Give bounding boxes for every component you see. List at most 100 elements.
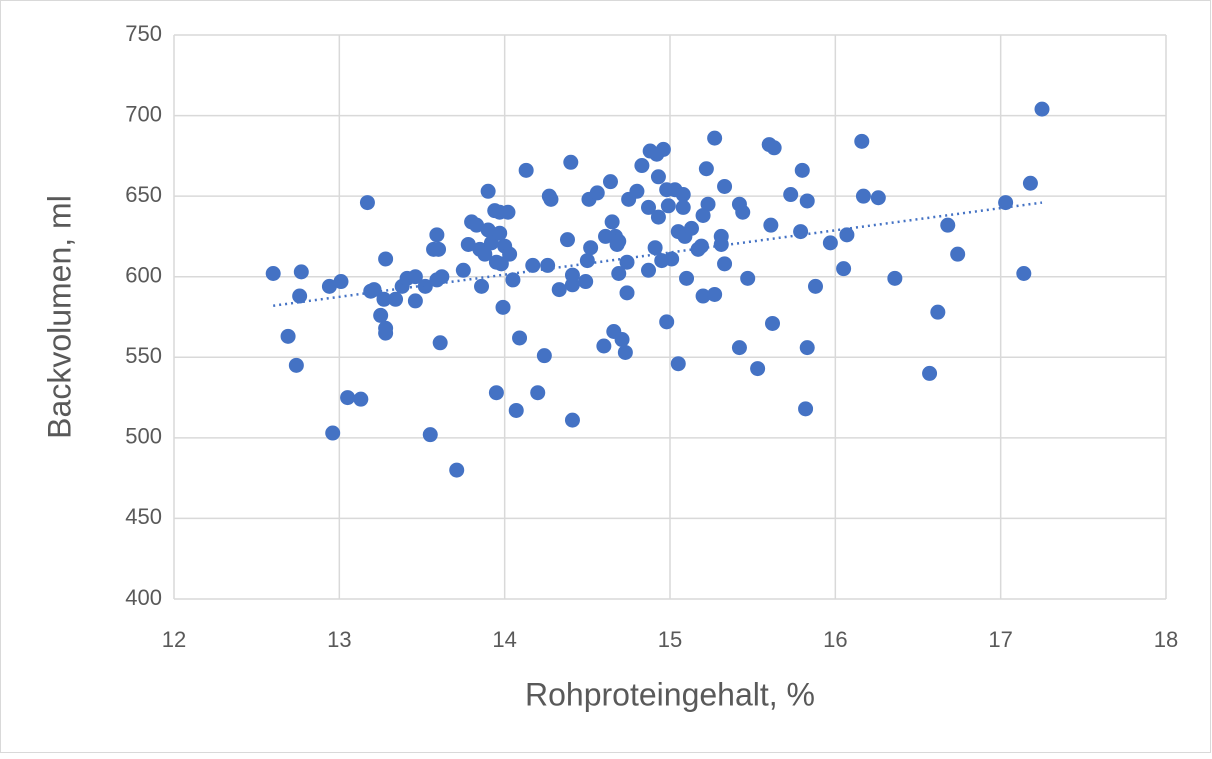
data-point	[388, 291, 404, 307]
data-point	[619, 254, 635, 270]
data-point	[559, 232, 575, 248]
data-point	[922, 365, 938, 381]
data-point	[611, 233, 627, 249]
x-tick-label: 17	[988, 627, 1012, 652]
data-point	[735, 204, 751, 220]
data-point	[449, 462, 465, 478]
data-point	[543, 191, 559, 207]
data-point	[675, 187, 691, 203]
data-point	[480, 222, 496, 238]
data-point	[422, 427, 438, 443]
data-point	[950, 246, 966, 262]
data-point	[619, 285, 635, 301]
data-point	[589, 185, 605, 201]
data-point	[822, 235, 838, 251]
data-point	[799, 340, 815, 356]
data-point	[731, 340, 747, 356]
data-point	[693, 238, 709, 254]
data-point	[641, 199, 657, 215]
data-point	[807, 278, 823, 294]
data-point	[683, 220, 699, 236]
data-point	[700, 196, 716, 212]
data-point	[502, 246, 518, 262]
data-point	[564, 412, 580, 428]
data-point	[579, 253, 595, 269]
data-point	[614, 332, 630, 348]
data-point	[492, 225, 508, 241]
data-point	[536, 348, 552, 364]
data-point	[583, 240, 599, 256]
data-point	[434, 269, 450, 285]
data-point	[488, 385, 504, 401]
data-point	[460, 236, 476, 252]
data-point	[564, 267, 580, 283]
data-point	[407, 269, 423, 285]
data-point	[629, 183, 645, 199]
data-point	[292, 288, 308, 304]
data-point	[604, 214, 620, 230]
y-axis-title: Backvolumen, ml	[41, 195, 77, 439]
data-point	[887, 270, 903, 286]
data-point	[634, 158, 650, 174]
data-point	[293, 264, 309, 280]
y-tick-label: 600	[125, 263, 162, 288]
data-point	[659, 314, 675, 330]
data-point	[641, 262, 657, 278]
data-point	[740, 270, 756, 286]
data-point	[695, 288, 711, 304]
data-point	[431, 241, 447, 257]
data-point	[836, 261, 852, 277]
data-point	[288, 357, 304, 373]
y-tick-label: 400	[125, 585, 162, 610]
y-tick-label: 550	[125, 343, 162, 368]
data-point	[655, 141, 671, 157]
data-point	[870, 190, 886, 206]
data-point	[650, 169, 666, 185]
data-point	[480, 183, 496, 199]
data-point	[698, 161, 714, 177]
data-point	[854, 133, 870, 149]
data-point	[563, 154, 579, 170]
data-point	[1016, 265, 1032, 281]
data-point	[512, 330, 528, 346]
y-tick-label: 700	[125, 101, 162, 126]
data-point	[766, 140, 782, 156]
data-point	[707, 286, 723, 302]
data-point	[505, 272, 521, 288]
data-point	[750, 361, 766, 377]
y-tick-label: 450	[125, 504, 162, 529]
data-point	[359, 195, 375, 211]
data-point	[353, 391, 369, 407]
data-point	[998, 195, 1014, 211]
x-tick-label: 15	[658, 627, 682, 652]
data-point	[679, 270, 695, 286]
data-point	[650, 209, 666, 225]
data-point	[265, 265, 281, 281]
data-point	[469, 217, 485, 233]
data-point	[325, 425, 341, 441]
data-point	[376, 291, 392, 307]
data-point	[675, 199, 691, 215]
data-point	[540, 257, 556, 273]
data-point	[660, 198, 676, 214]
x-tick-label: 18	[1154, 627, 1178, 652]
data-point	[717, 256, 733, 272]
data-point	[525, 257, 541, 273]
y-tick-label: 750	[125, 21, 162, 46]
data-point	[530, 385, 546, 401]
data-point	[373, 307, 389, 323]
data-point	[695, 207, 711, 223]
data-point	[713, 236, 729, 252]
data-point	[340, 390, 356, 406]
data-point	[1022, 175, 1038, 191]
data-point	[495, 299, 511, 315]
x-tick-label: 16	[823, 627, 847, 652]
data-point	[1034, 101, 1050, 117]
data-point	[664, 251, 680, 267]
data-point	[794, 162, 810, 178]
data-point	[551, 282, 567, 298]
data-point	[763, 217, 779, 233]
data-point	[477, 246, 493, 262]
